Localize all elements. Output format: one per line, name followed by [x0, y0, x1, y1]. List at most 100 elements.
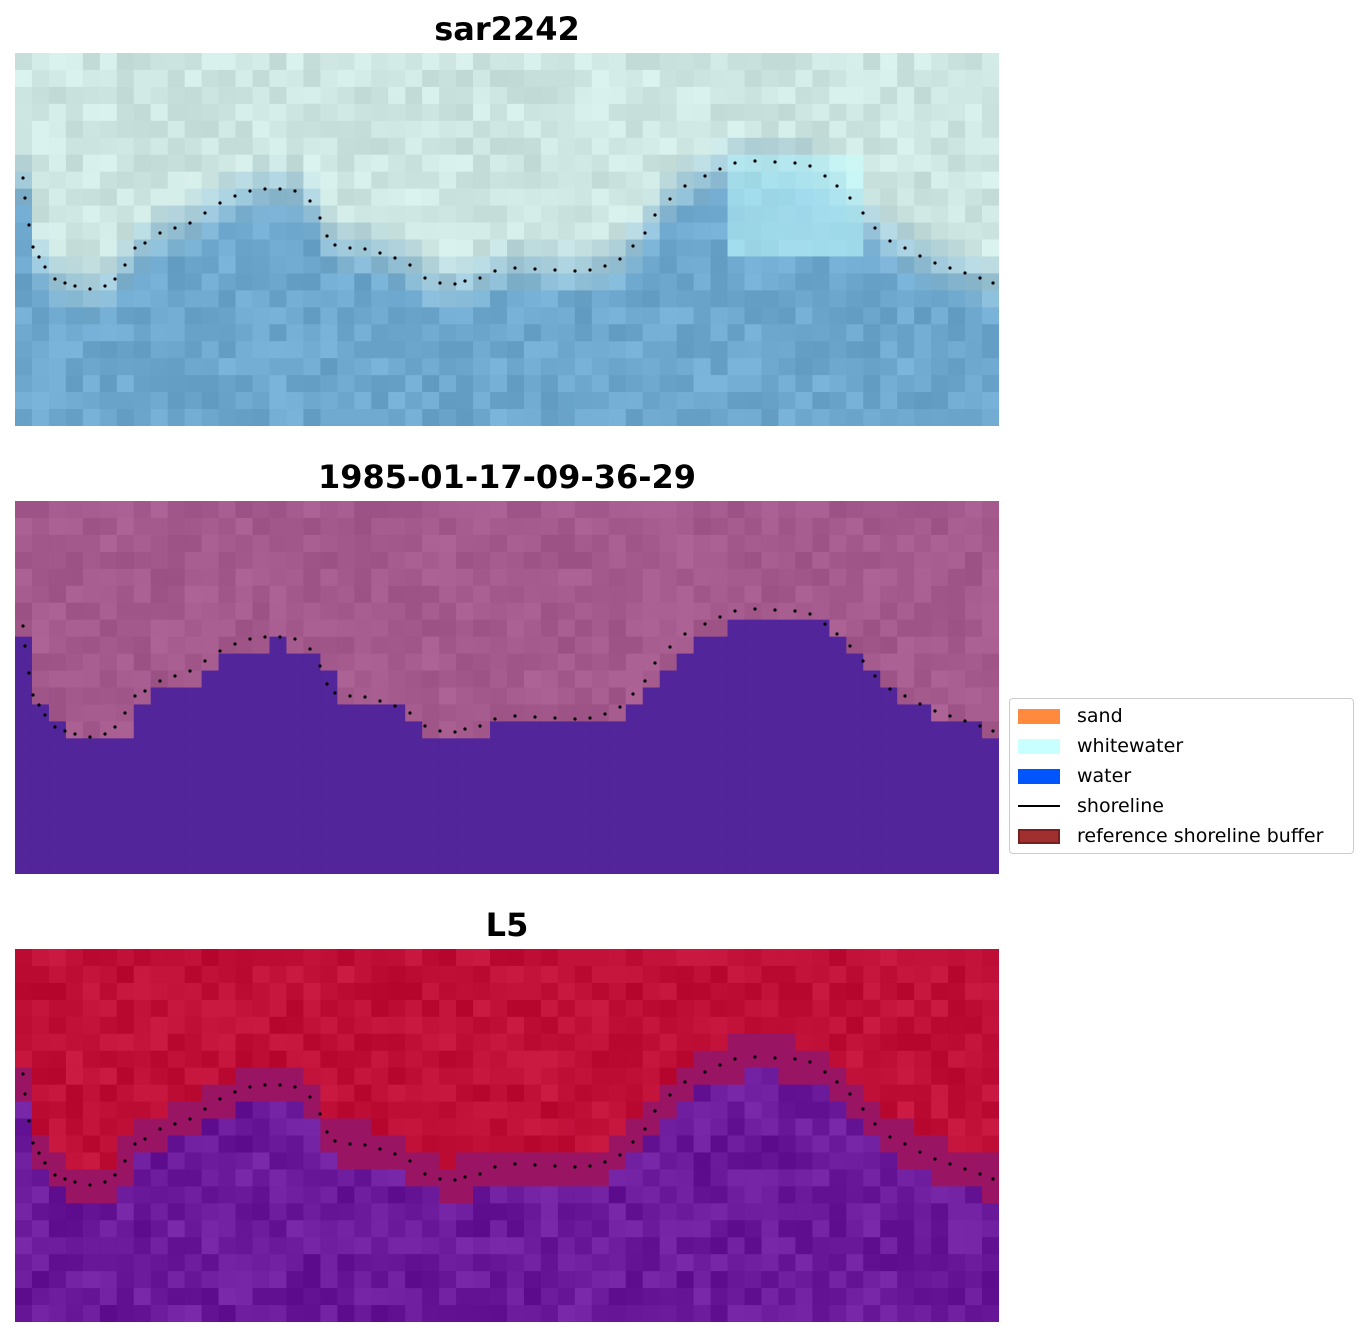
raster-pixel: [931, 1101, 949, 1120]
raster-pixel: [744, 69, 763, 88]
raster-pixel: [846, 704, 864, 722]
raster-pixel: [31, 1084, 50, 1103]
raster-pixel: [846, 670, 864, 689]
raster-pixel: [557, 171, 576, 190]
raster-pixel: [863, 1254, 881, 1272]
raster-pixel: [659, 1237, 678, 1255]
raster-pixel: [965, 704, 983, 722]
raster-pixel: [846, 69, 864, 88]
raster-pixel: [116, 205, 135, 224]
raster-pixel: [167, 619, 186, 638]
raster-pixel: [523, 86, 542, 105]
raster-pixel: [591, 517, 610, 536]
raster-pixel: [744, 721, 763, 739]
raster-pixel: [167, 1186, 186, 1204]
raster-pixel: [812, 551, 830, 570]
raster-pixel: [965, 1101, 983, 1120]
raster-pixel: [82, 103, 101, 122]
raster-pixel: [490, 392, 508, 410]
raster-pixel: [116, 392, 135, 410]
raster-pixel: [65, 239, 84, 258]
shoreline-point: [753, 159, 757, 163]
raster-pixel: [99, 1220, 118, 1238]
raster-pixel: [99, 1288, 118, 1306]
raster-pixel: [65, 517, 84, 536]
raster-pixel: [490, 670, 508, 689]
raster-pixel: [473, 1050, 491, 1069]
raster-pixel: [201, 1084, 220, 1103]
raster-pixel: [218, 823, 237, 841]
raster-pixel: [82, 154, 101, 173]
raster-pixel: [982, 324, 999, 342]
raster-pixel: [761, 1067, 780, 1086]
raster-pixel: [354, 1084, 372, 1103]
raster-pixel: [914, 171, 932, 190]
raster-pixel: [201, 704, 220, 722]
raster-pixel: [303, 653, 321, 672]
raster-pixel: [948, 568, 966, 587]
raster-pixel: [252, 205, 271, 224]
raster-pixel: [473, 1118, 491, 1137]
raster-pixel: [591, 501, 610, 519]
raster-pixel: [99, 239, 118, 258]
raster-pixel: [557, 154, 576, 173]
raster-pixel: [405, 999, 423, 1018]
raster-pixel: [31, 307, 50, 325]
raster-pixel: [778, 103, 797, 122]
raster-pixel: [490, 1254, 508, 1272]
raster-pixel: [388, 949, 406, 967]
raster-pixel: [557, 222, 576, 241]
raster-pixel: [320, 1186, 338, 1204]
raster-pixel: [422, 53, 440, 71]
raster-pixel: [286, 721, 305, 739]
raster-pixel: [99, 1118, 118, 1137]
raster-pixel: [625, 1016, 644, 1035]
shoreline-point: [31, 245, 35, 249]
raster-pixel: [286, 949, 305, 967]
raster-pixel: [218, 103, 237, 122]
shoreline-point: [325, 234, 329, 238]
raster-pixel: [133, 772, 152, 790]
raster-pixel: [829, 1271, 847, 1289]
raster-pixel: [829, 1084, 847, 1103]
raster-pixel: [931, 1118, 949, 1137]
raster-pixel: [642, 857, 661, 874]
raster-pixel: [608, 857, 627, 874]
raster-pixel: [914, 534, 932, 553]
raster-pixel: [65, 585, 84, 604]
raster-pixel: [540, 636, 559, 655]
raster-pixel: [65, 205, 84, 224]
raster-pixel: [931, 619, 949, 638]
raster-pixel: [693, 375, 712, 393]
raster-pixel: [439, 1186, 457, 1204]
raster-pixel: [456, 171, 474, 190]
raster-pixel: [557, 517, 576, 536]
raster-pixel: [133, 1271, 152, 1289]
raster-pixel: [761, 69, 780, 88]
raster-pixel: [354, 1016, 372, 1035]
shoreline-point: [631, 692, 635, 696]
raster-pixel: [846, 687, 864, 706]
raster-pixel: [133, 619, 152, 638]
raster-pixel: [133, 585, 152, 604]
raster-pixel: [982, 670, 999, 689]
raster-pixel: [761, 670, 780, 689]
raster-pixel: [591, 704, 610, 722]
raster-pixel: [82, 1050, 101, 1069]
raster-pixel: [388, 965, 406, 984]
raster-pixel: [320, 1288, 338, 1306]
raster-pixel: [337, 1305, 355, 1322]
raster-pixel: [795, 103, 813, 122]
raster-pixel: [252, 857, 271, 874]
raster-pixel: [659, 1033, 678, 1052]
raster-pixel: [405, 1305, 423, 1322]
raster-pixel: [642, 1033, 661, 1052]
raster-pixel: [218, 1220, 237, 1238]
raster-pixel: [184, 704, 203, 722]
raster-pixel: [727, 568, 746, 587]
raster-pixel: [846, 222, 864, 241]
raster-pixel: [507, 653, 525, 672]
raster-pixel: [795, 738, 813, 756]
raster-pixel: [405, 341, 423, 359]
raster-pixel: [931, 120, 949, 139]
